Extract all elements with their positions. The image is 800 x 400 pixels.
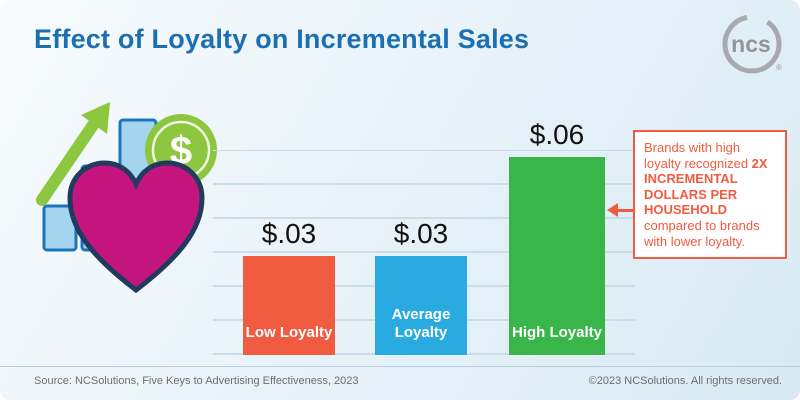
annotation-intro: Brands with high loyalty recognized: [644, 140, 752, 171]
ncs-logo: ncs ®: [720, 12, 784, 76]
growth-heart-illustration-icon: $: [36, 102, 217, 294]
annotation-outro: compared to brands with lower loyalty.: [644, 217, 760, 249]
bar-value-label: $.03: [393, 218, 449, 249]
annotation-emphasis: 2X INCREMENTAL DOLLARS PER HOUSEHOLD: [644, 155, 768, 218]
annotation-arrow-icon: [607, 203, 635, 217]
page-title: Effect of Loyalty on Incremental Sales: [34, 24, 530, 54]
bar-column: $.06 High Loyalty: [509, 15, 605, 355]
footer-copyright-text: ©2023 NCSolutions. All rights reserved.: [588, 375, 782, 387]
bar-category-label: High Loyalty: [511, 324, 602, 342]
bar: Low Loyalty: [243, 256, 335, 355]
footer-source-text: Source: NCSolutions, Five Keys to Advert…: [34, 375, 359, 387]
bar: Average Loyalty: [375, 256, 467, 355]
bar: High Loyalty: [509, 157, 605, 355]
bar-chart-plot: $.03 Low Loyalty $.03 Average Loyalty $.06 Hi…: [213, 119, 635, 355]
bar-column: $.03 Low Loyalty: [243, 15, 335, 355]
ncs-logo-text: ncs: [731, 31, 771, 57]
bar-column: $.03 Average Loyalty: [375, 15, 467, 355]
growth-arrow-icon: [36, 102, 110, 206]
bar-category-label: Low Loyalty: [245, 324, 333, 342]
footer-divider: [0, 366, 800, 367]
annotation-callout: Brands with high loyalty recognized 2X I…: [633, 130, 787, 260]
loyalty-illustration: $: [26, 78, 236, 308]
registered-mark: ®: [776, 63, 782, 72]
bar-category-label: Average Loyalty: [391, 305, 451, 342]
ncs-logo-icon: ncs ®: [722, 14, 782, 74]
bar-value-label: $.03: [261, 218, 317, 249]
bar-value-label: $.06: [529, 119, 585, 150]
heart-icon: [67, 160, 205, 294]
